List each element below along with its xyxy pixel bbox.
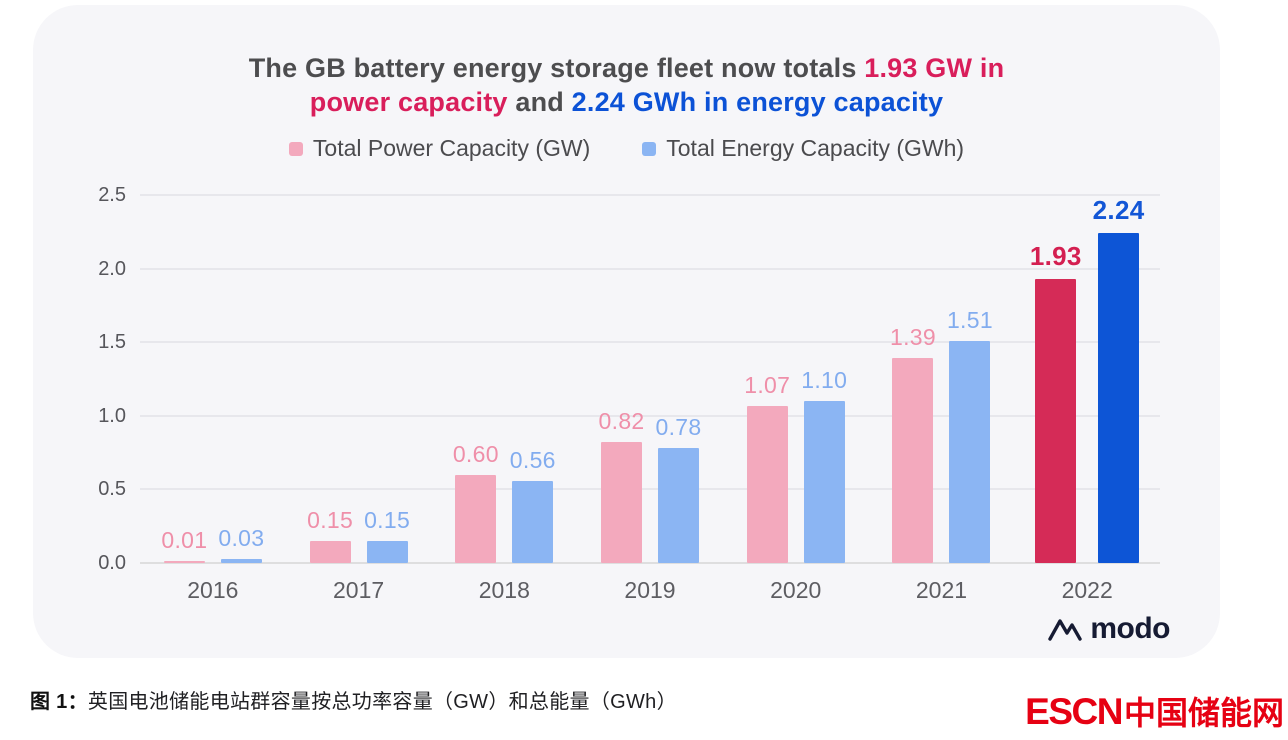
year-group-2019: 0.82 0.78 2019	[577, 195, 723, 603]
bar-value-label: 0.78	[655, 414, 702, 441]
power-swatch-icon	[288, 141, 303, 156]
power-bar-2020	[746, 405, 788, 563]
x-axis-tick-label: 2020	[770, 577, 822, 603]
title-segment-and: and	[515, 87, 564, 117]
power-bar-2018	[455, 474, 497, 563]
x-axis-tick-label: 2019	[624, 577, 676, 603]
energy-bar-2022	[1098, 233, 1140, 563]
bar-column: 0.01	[161, 527, 207, 563]
year-group-2021: 1.39 1.51 2021	[869, 195, 1015, 603]
bar-value-label: 0.60	[452, 440, 499, 467]
bar-column: 1.39	[890, 324, 936, 563]
bar-value-label: 1.39	[889, 324, 936, 351]
bar-value-label: 0.15	[307, 506, 354, 533]
energy-bar-2021	[949, 340, 991, 563]
title-segment-red-power: power capacity	[309, 87, 508, 117]
year-group-2016: 0.01 0.03 2016	[140, 195, 286, 603]
x-axis-tick-label: 2016	[187, 577, 239, 603]
chart-legend: Total Power Capacity (GW) Total Energy C…	[33, 135, 1220, 162]
energy-bar-2017	[366, 540, 408, 563]
legend-energy-label: Total Energy Capacity (GWh)	[666, 135, 965, 161]
year-group-2018: 0.60 0.56 2018	[431, 195, 577, 603]
legend-item-power: Total Power Capacity (GW)	[288, 135, 591, 162]
power-bar-2022	[1035, 278, 1077, 563]
bar-value-label: 1.10	[801, 367, 848, 394]
power-bar-2019	[601, 442, 643, 563]
energy-bar-2020	[803, 401, 845, 563]
gridline	[140, 414, 1160, 417]
bar-value-label: 0.15	[364, 506, 411, 533]
y-axis-tick-label: 2.0	[98, 257, 126, 280]
gridline	[140, 341, 1160, 344]
bar-column: 1.93	[1030, 241, 1082, 563]
bar-groups: 0.01 0.03 2016 0.15 0.15 2017 0.60 0.56 2018 0.82…	[140, 195, 1160, 603]
bar-value-label: 2.24	[1092, 195, 1145, 226]
bar-value-label: 0.01	[161, 527, 208, 553]
bar-column: 0.15	[307, 507, 353, 563]
legend-power-label: Total Power Capacity (GW)	[312, 135, 591, 161]
modo-mountains-icon	[1048, 619, 1083, 641]
escn-logo-cn: 中国储能网	[1123, 695, 1284, 731]
chart-title: The GB battery energy storage fleet now …	[73, 51, 1180, 119]
modo-wordmark: modo	[1090, 612, 1170, 645]
energy-swatch-icon	[642, 141, 657, 156]
year-group-2020: 1.07 1.10 2020	[723, 195, 869, 603]
gridline	[140, 267, 1160, 270]
bar-column: 0.60	[453, 441, 499, 563]
bar-value-label: 0.56	[509, 446, 556, 473]
power-bar-2016	[163, 561, 205, 563]
x-axis-tick-label: 2018	[478, 577, 530, 603]
year-group-2017: 0.15 0.15 2017	[286, 195, 432, 603]
bar-value-label: 1.51	[946, 306, 993, 333]
title-segment-gray: The GB battery energy storage fleet now …	[248, 53, 857, 83]
energy-bar-2016	[220, 558, 262, 563]
energy-bar-2019	[658, 448, 699, 563]
bar-value-label: 1.93	[1029, 240, 1082, 271]
gridline	[140, 488, 1160, 491]
bar-column: 0.82	[599, 408, 645, 563]
x-axis-tick-label: 2022	[1061, 577, 1113, 603]
escn-logo: ESCN 中国储能网	[1025, 688, 1284, 734]
bar-value-label: 0.03	[218, 524, 265, 551]
bar-column: 1.07	[744, 371, 791, 563]
escn-logo-en: ESCN	[1025, 691, 1123, 732]
bar-value-label: 0.82	[598, 408, 645, 435]
gridline	[140, 562, 1160, 564]
energy-bar-2018	[512, 480, 554, 563]
plot-area: 0.01 0.03 2016 0.15 0.15 2017 0.60 0.56 2018 0.82…	[98, 185, 1160, 603]
legend-item-energy: Total Energy Capacity (GWh)	[642, 135, 964, 162]
bar-column: 0.15	[364, 507, 410, 563]
gridline	[140, 194, 1160, 196]
figure-caption-prefix: 图 1：	[30, 691, 88, 713]
bar-column: 1.51	[947, 307, 993, 563]
figure-caption: 图 1：英国电池储能电站群容量按总功率容量（GW）和总能量（GWh）	[30, 685, 677, 714]
bar-value-label: 1.07	[744, 371, 791, 398]
y-axis-tick-label: 0.0	[98, 552, 126, 574]
figure-caption-text: 英国电池储能电站群容量按总功率容量（GW）和总能量（GWh）	[87, 691, 677, 713]
bar-column: 0.78	[656, 414, 702, 563]
title-segment-blue-energy: 2.24 GWh in energy capacity	[571, 87, 944, 117]
modo-logo: modo	[1046, 612, 1170, 646]
y-axis-tick-label: 2.5	[98, 184, 126, 206]
bar-column: 1.10	[801, 367, 847, 563]
y-axis-tick-label: 0.5	[98, 478, 126, 501]
bar-column: 2.24	[1093, 195, 1145, 563]
power-bar-2021	[892, 358, 934, 563]
bar-column: 0.56	[510, 447, 556, 563]
y-axis-tick-label: 1.0	[98, 404, 126, 427]
x-axis-tick-label: 2017	[332, 577, 385, 603]
power-bar-2017	[309, 540, 351, 563]
y-axis-tick-label: 1.5	[98, 331, 126, 354]
bar-column: 0.03	[218, 525, 264, 563]
x-axis-tick-label: 2021	[915, 577, 968, 603]
title-segment-red-gw: 1.93 GW in	[864, 53, 1005, 83]
year-group-2022: 1.93 2.24 2022	[1014, 195, 1160, 603]
chart-card: The GB battery energy storage fleet now …	[33, 5, 1220, 658]
